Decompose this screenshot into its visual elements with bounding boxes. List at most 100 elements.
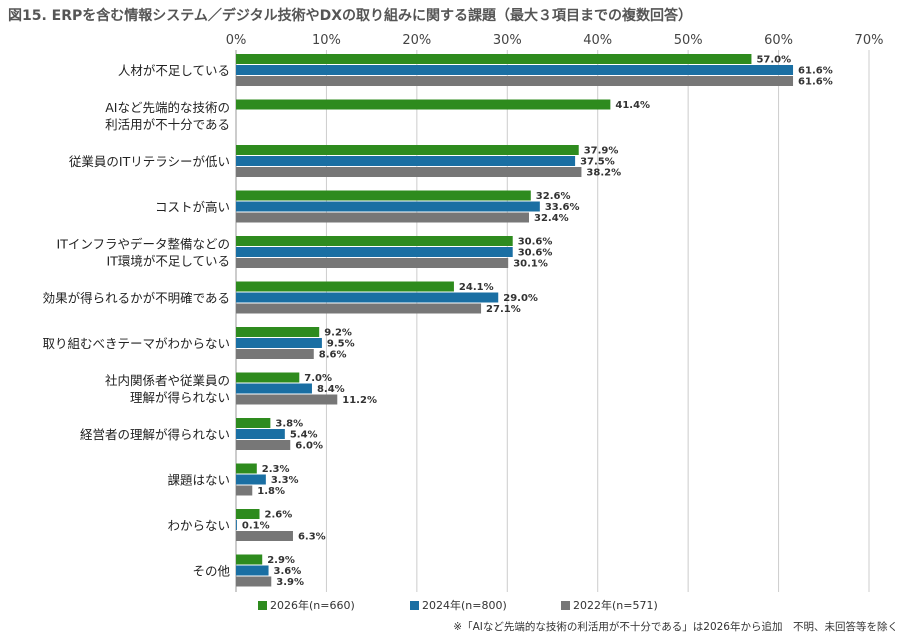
category-label: 経営者の理解が得られない (80, 427, 230, 442)
bar (236, 509, 260, 519)
bar-value-label: 11.2% (342, 395, 377, 406)
bar-value-label: 7.0% (304, 373, 332, 384)
bar (236, 303, 482, 314)
bar (236, 236, 513, 246)
category-label: 利活用が不十分である (105, 117, 230, 132)
bar-value-label: 9.2% (324, 328, 352, 339)
bar (236, 99, 611, 110)
bar-value-label: 5.4% (290, 430, 318, 441)
legend-label: 2024年(n=800) (422, 599, 507, 612)
bar (236, 201, 540, 212)
bar (236, 394, 338, 405)
x-tick-label: 70% (855, 33, 884, 48)
bar (236, 167, 582, 177)
bar-value-label: 30.6% (518, 248, 553, 259)
bar (236, 76, 794, 86)
bar (236, 247, 513, 257)
x-tick-label: 60% (764, 33, 793, 48)
category-label: ITインフラやデータ整備などの (57, 237, 230, 252)
category-label: 課題はない (167, 473, 230, 488)
footnote: ※「AIなど先端的な技術の利活用が不十分である」は2026年から追加 不明、未回… (453, 621, 898, 633)
bar (236, 349, 314, 359)
bar-value-label: 41.4% (615, 100, 650, 111)
legend-swatch (410, 600, 419, 610)
bar-value-label: 2.6% (265, 510, 293, 521)
category-label: 人材が不足している (118, 63, 230, 78)
bar (236, 258, 509, 268)
bar (236, 292, 499, 303)
bar-value-label: 3.9% (276, 577, 304, 588)
bar-value-label: 30.1% (513, 259, 548, 270)
x-tick-label: 40% (583, 33, 612, 48)
bar-value-label: 37.5% (580, 157, 615, 168)
bar (236, 338, 322, 348)
legend-item: 2026年(n=660) (258, 597, 355, 613)
bar (236, 212, 529, 223)
bar-value-label: 32.6% (536, 191, 571, 202)
bar (236, 372, 300, 383)
bar-value-label: 8.6% (319, 350, 347, 361)
bar (236, 565, 269, 576)
bar (236, 576, 272, 587)
bar-value-label: 61.6% (798, 66, 833, 77)
category-label: IT環境が不足している (107, 254, 230, 269)
category-label: 効果が得られるかが不明確である (43, 291, 230, 306)
legend-swatch (258, 600, 267, 610)
bar-value-label: 2.3% (262, 464, 290, 475)
bar-value-label: 2.9% (267, 555, 295, 566)
bar-value-label: 3.6% (274, 566, 302, 577)
category-label: 従業員のITリテラシーが低い (69, 154, 230, 169)
bar (236, 520, 237, 530)
bar-value-label: 1.8% (257, 486, 285, 497)
bar-value-label: 27.1% (486, 304, 521, 315)
bar-value-label: 3.3% (271, 475, 299, 486)
bar (236, 383, 312, 394)
chart-title: 図15. ERPを含む情報システム／デジタル技術やDXの取り組みに関する課題（最… (8, 8, 692, 24)
bar (236, 429, 285, 439)
legend: 2026年(n=660) 2024年(n=800) 2022年(n=571) (0, 597, 916, 613)
bar-value-label: 24.1% (459, 282, 494, 293)
bar-value-label: 38.2% (586, 168, 621, 179)
legend-item: 2024年(n=800) (410, 597, 507, 613)
x-tick-label: 10% (312, 33, 341, 48)
legend-label: 2022年(n=571) (573, 599, 658, 612)
legend-label: 2026年(n=660) (270, 599, 355, 612)
x-tick-label: 50% (674, 33, 703, 48)
bar (236, 54, 752, 64)
bar-value-label: 57.0% (756, 55, 791, 66)
category-label: 社内関係者や従業員の (105, 373, 230, 388)
legend-item: 2022年(n=571) (561, 597, 658, 613)
legend-swatch (561, 600, 570, 610)
category-label: AIなど先端的な技術の (105, 100, 230, 115)
bar (236, 145, 579, 155)
bar-value-label: 61.6% (798, 77, 833, 88)
bar (236, 463, 257, 474)
bar-value-label: 29.0% (503, 293, 538, 304)
bar (236, 65, 794, 75)
bar-value-label: 8.4% (317, 384, 345, 395)
bar-value-label: 6.0% (295, 441, 323, 452)
bar (236, 418, 271, 428)
bar-value-label: 32.4% (534, 213, 569, 224)
bar-value-label: 30.6% (518, 237, 553, 248)
bar (236, 485, 253, 496)
bar (236, 554, 263, 565)
bar-value-label: 3.8% (275, 419, 303, 430)
bar (236, 440, 291, 450)
bar-value-label: 6.3% (298, 532, 326, 543)
bar (236, 281, 454, 292)
bar (236, 156, 576, 166)
bar-value-label: 37.9% (584, 146, 619, 157)
x-tick-label: 0% (226, 33, 247, 48)
category-label: その他 (192, 564, 230, 579)
bar-value-label: 0.1% (242, 521, 270, 532)
bar (236, 190, 531, 201)
bar (236, 474, 266, 485)
category-label: コストが高い (155, 200, 230, 215)
category-label: 取り組むべきテーマがわからない (42, 336, 230, 351)
category-label: 理解が得られない (130, 390, 230, 405)
x-tick-label: 30% (493, 33, 522, 48)
x-tick-label: 20% (402, 33, 431, 48)
bar-value-label: 9.5% (327, 339, 355, 350)
